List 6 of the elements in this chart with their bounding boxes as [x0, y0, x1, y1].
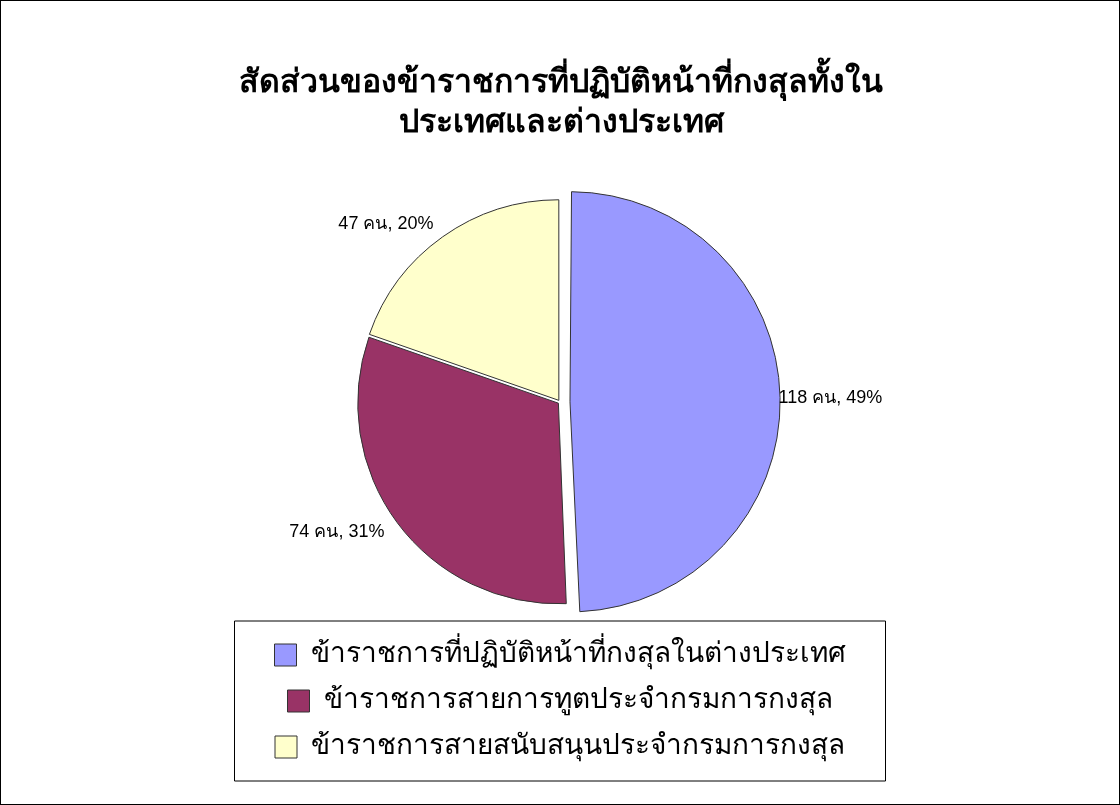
data-label: 118 คน, 49%	[778, 386, 883, 407]
legend-label: ข้าราชการสายสนับสนุนประจำกรมการกงสุล	[311, 728, 845, 763]
legend-label: ข้าราชการสายการทูตประจำกรมการกงสุล	[323, 682, 833, 717]
data-label: 74 คน, 31%	[289, 521, 385, 542]
legend-label: ข้าราชการที่ปฏิบัติหน้าที่กงสุลในต่างประเทศ	[310, 633, 846, 671]
data-label: 47 คน, 20%	[338, 212, 434, 233]
